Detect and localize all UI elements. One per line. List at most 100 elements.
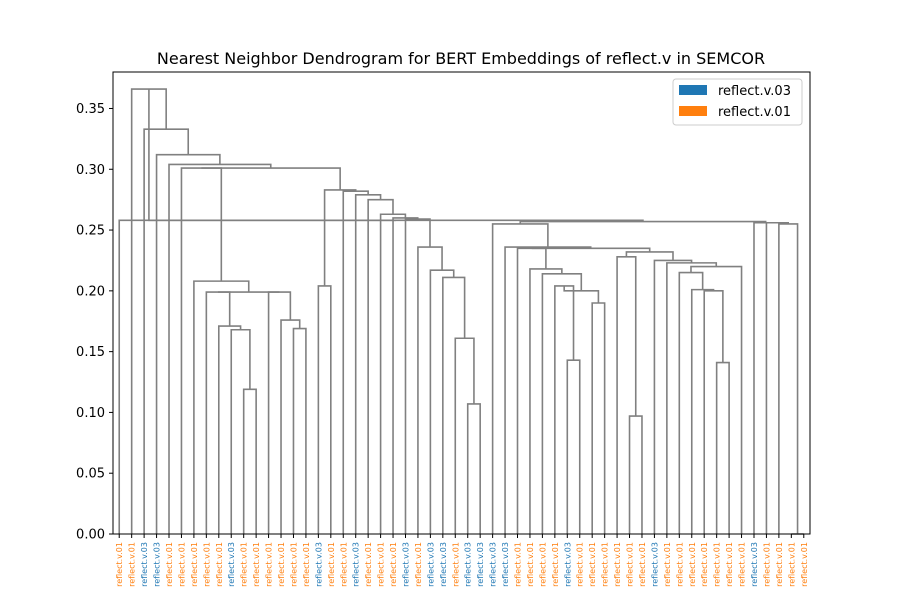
- dendrogram-link: [417, 246, 443, 534]
- leaf-label: reflect.v.03: [501, 542, 510, 587]
- leaf-label: reflect.v.01: [289, 542, 298, 587]
- y-tick-label: 0.30: [76, 163, 105, 178]
- leaf-label: reflect.v.01: [688, 542, 697, 587]
- dendrogram-link: [753, 221, 778, 534]
- leaf-label: reflect.v.01: [377, 542, 386, 587]
- legend: reflect.v.03 reflect.v.01: [672, 78, 803, 126]
- leaf-label: reflect.v.03: [314, 542, 323, 587]
- leaf-label: reflect.v.01: [576, 542, 585, 587]
- leaf-label: reflect.v.01: [215, 542, 224, 587]
- dendrogram-link: [230, 328, 251, 534]
- leaf-label: reflect.v.01: [613, 542, 622, 587]
- dendrogram-link: [193, 280, 250, 534]
- leaf-label: reflect.v.01: [414, 542, 423, 587]
- y-tick-label: 0.05: [76, 467, 105, 482]
- y-axis: 0.00 0.05 0.10 0.15 0.20 0.25 0.30 0.35: [76, 102, 113, 543]
- dendrogram-link: [205, 291, 231, 534]
- dendrogram-link: [628, 415, 643, 534]
- dendrogram-link: [317, 285, 332, 534]
- legend-swatch-reflect-v-01: [679, 106, 707, 116]
- dendrogram-link: [392, 217, 419, 534]
- leaf-label: reflect.v.01: [800, 542, 809, 587]
- leaf-label: reflect.v.01: [202, 542, 211, 587]
- leaf-label: reflect.v.01: [538, 542, 547, 587]
- leaf-label: reflect.v.01: [115, 542, 124, 587]
- dendrogram-link: [466, 403, 481, 534]
- y-tick-label: 0.25: [76, 224, 105, 239]
- dendrogram-link: [118, 219, 396, 534]
- leaf-label: reflect.v.01: [364, 542, 373, 587]
- dendrogram-link: [666, 262, 718, 534]
- leaf-label: reflect.v.03: [650, 542, 659, 587]
- dendrogram-link: [703, 290, 724, 534]
- leaf-label: reflect.v.01: [190, 542, 199, 587]
- dendrogram-link: [715, 361, 730, 534]
- leaf-label: reflect.v.03: [426, 542, 435, 587]
- dendrogram-link: [491, 223, 549, 534]
- y-tick-label: 0.15: [76, 345, 105, 360]
- leaf-label: reflect.v.01: [240, 542, 249, 587]
- dendrogram-link: [429, 269, 455, 534]
- leaf-label: reflect.v.03: [464, 542, 473, 587]
- dendrogram-link: [267, 291, 292, 534]
- dendrogram-link: [653, 259, 693, 534]
- leaf-label: reflect.v.01: [277, 542, 286, 587]
- leaf-label: reflect.v.01: [302, 542, 311, 587]
- leaf-label: reflect.v.01: [638, 542, 647, 587]
- chart-title: Nearest Neighbor Dendrogram for BERT Emb…: [157, 49, 765, 68]
- legend-swatch-reflect-v-03: [679, 85, 707, 95]
- dendrogram-link: [778, 223, 799, 534]
- dendrogram-link: [516, 247, 547, 534]
- dendrogram-link: [404, 218, 431, 534]
- leaf-label: reflect.v.03: [153, 542, 162, 587]
- dendrogram-link: [554, 285, 575, 534]
- leaf-label: reflect.v.03: [750, 542, 759, 587]
- dendrogram-link: [130, 88, 167, 534]
- y-tick-label: 0.10: [76, 406, 105, 421]
- leaf-label: reflect.v.01: [588, 542, 597, 587]
- dendrogram-link: [367, 198, 394, 534]
- leaf-label: reflect.v.03: [563, 542, 572, 587]
- legend-label-reflect-v-03: reflect.v.03: [718, 84, 791, 99]
- leaf-label: reflect.v.01: [451, 542, 460, 587]
- leaf-label: reflect.v.01: [626, 542, 635, 587]
- leaf-label: reflect.v.01: [327, 542, 336, 587]
- plot-frame: [112, 71, 811, 535]
- dendrogram-link: [541, 273, 583, 534]
- y-tick-label: 0.20: [76, 284, 105, 299]
- dendrogram-link: [242, 388, 257, 534]
- dendrogram-link: [531, 247, 651, 252]
- leaf-label: reflect.v.01: [663, 542, 672, 587]
- leaf-label: reflect.v.03: [439, 542, 448, 587]
- leaf-label: reflect.v.01: [601, 542, 610, 587]
- dendrogram-link: [765, 221, 790, 534]
- leaf-label: reflect.v.01: [700, 542, 709, 587]
- dendrogram-link: [323, 189, 357, 286]
- dendrogram-link: [454, 337, 475, 534]
- dendrogram-link: [354, 193, 382, 534]
- dendrogram-link: [292, 327, 307, 534]
- leaf-label: reflect.v.01: [252, 542, 261, 587]
- leaf-label: reflect.v.03: [476, 542, 485, 587]
- legend-label-reflect-v-01: reflect.v.01: [718, 105, 791, 120]
- dendrogram-link: [690, 288, 715, 534]
- leaf-label: reflect.v.03: [352, 542, 361, 587]
- leaf-labels: reflect.v.01 reflect.v.01 reflect.v.03 refl…: [115, 534, 809, 587]
- dendrogram-link: [566, 359, 581, 534]
- dendrogram-link: [442, 276, 466, 534]
- leaf-label: reflect.v.01: [177, 542, 186, 587]
- leaf-label: reflect.v.01: [526, 542, 535, 587]
- dendrogram-link: [616, 256, 637, 534]
- leaf-label: reflect.v.01: [713, 542, 722, 587]
- leaf-label: reflect.v.01: [775, 542, 784, 587]
- dendrogram-link: [625, 251, 674, 261]
- y-tick-label: 0.35: [76, 102, 105, 117]
- leaf-label: reflect.v.03: [401, 542, 410, 587]
- dendrogram-link: [591, 302, 606, 534]
- leaf-label: reflect.v.01: [725, 542, 734, 587]
- dendrogram-link: [280, 319, 301, 534]
- leaf-label: reflect.v.01: [165, 542, 174, 587]
- dendrogram-links: [118, 88, 804, 535]
- dendrogram-link: [201, 167, 341, 190]
